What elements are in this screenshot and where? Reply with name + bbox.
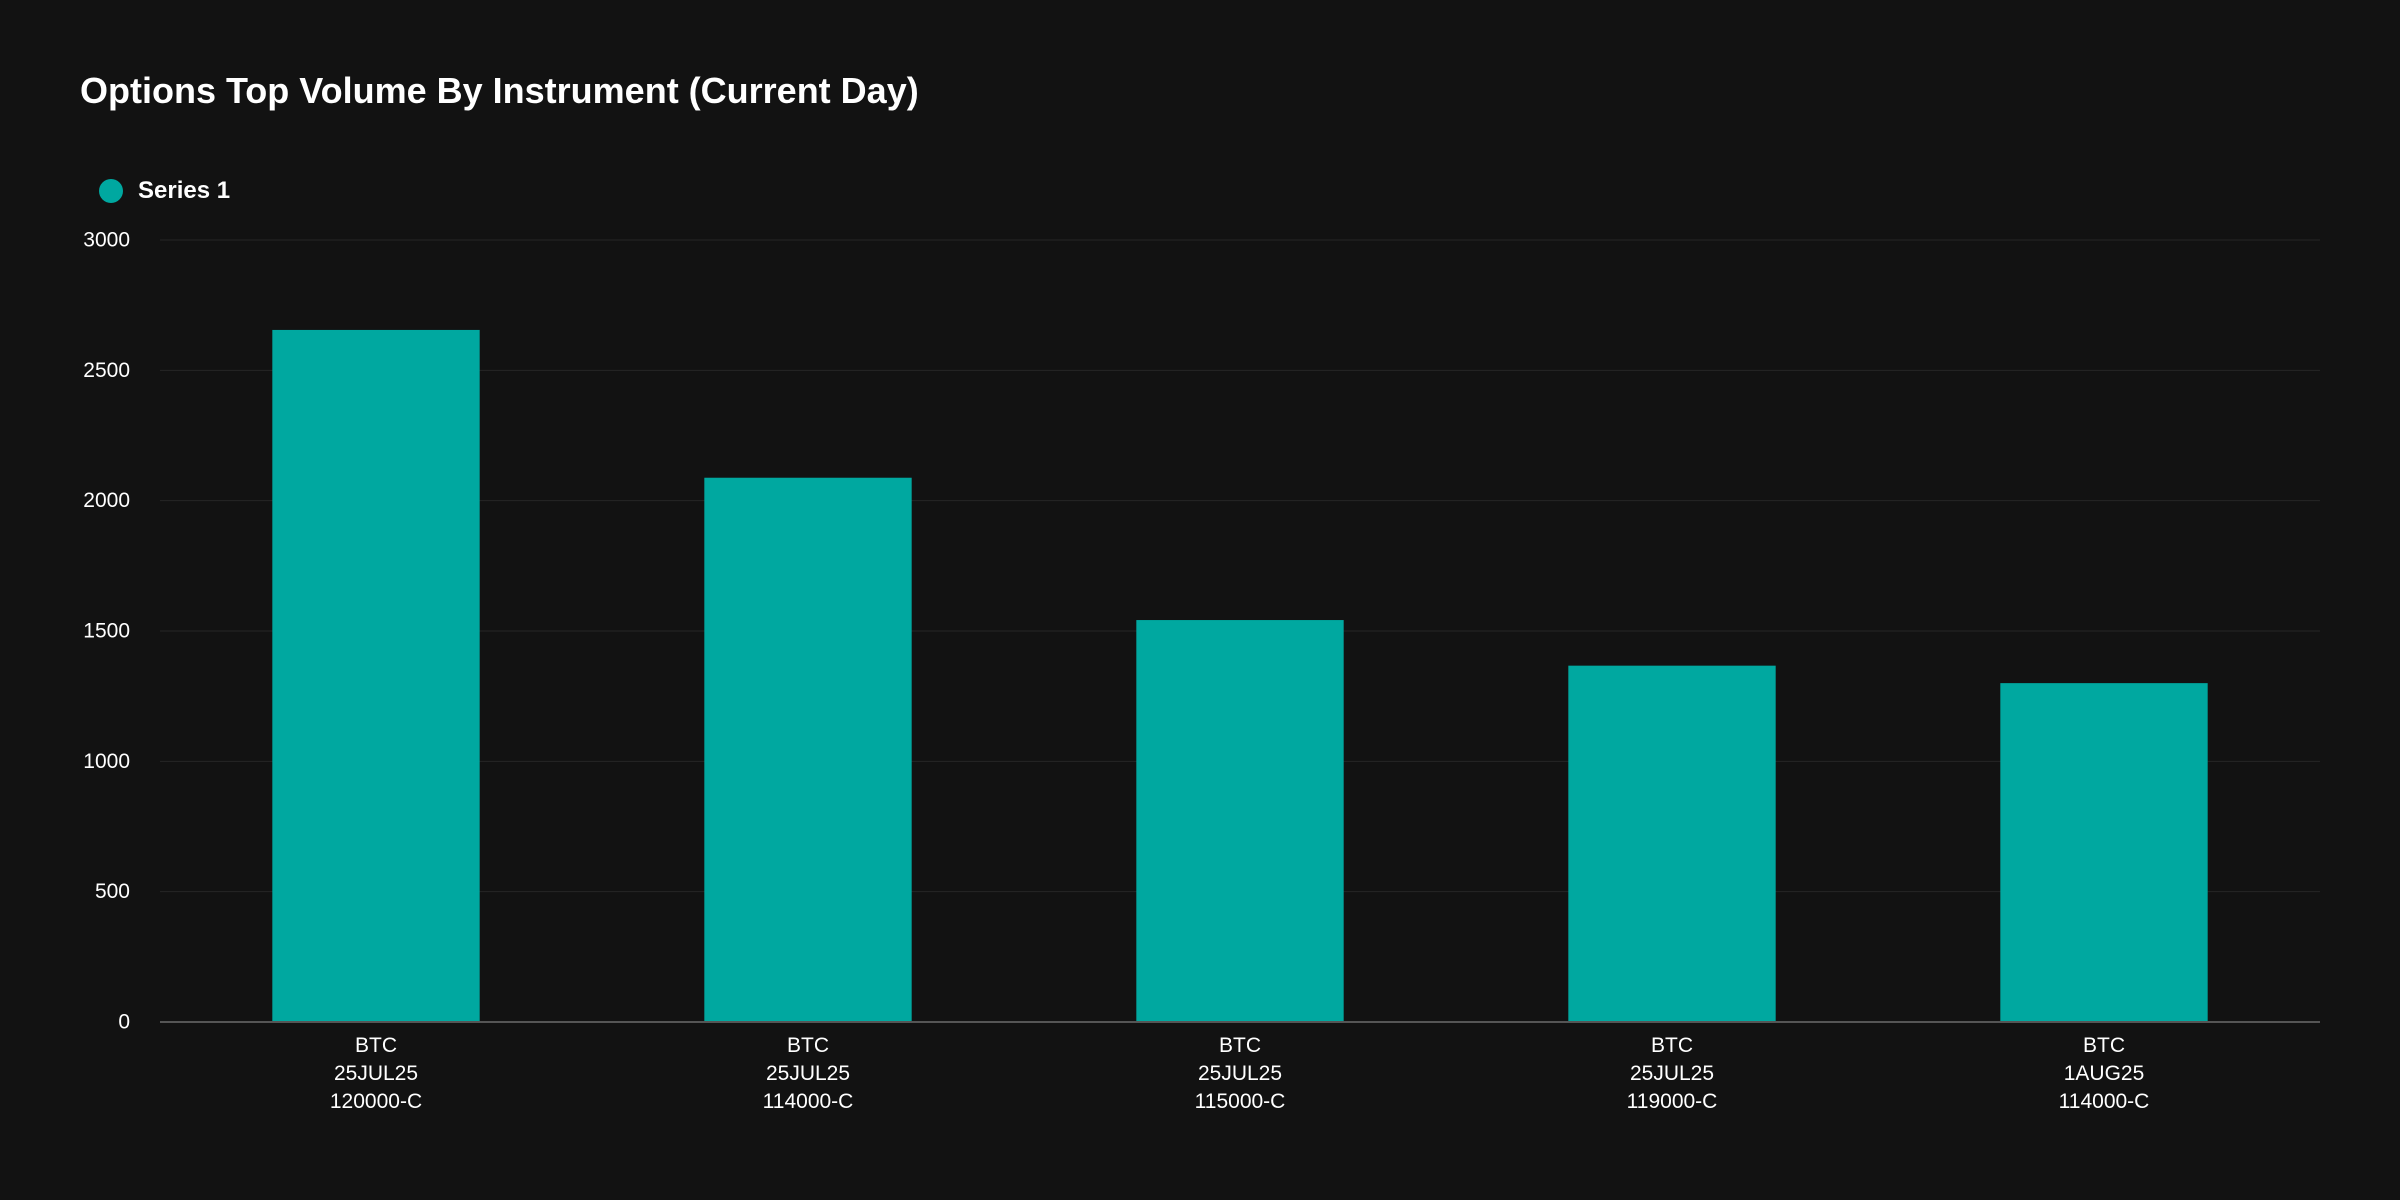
x-tick-label-line: BTC bbox=[2083, 1034, 2125, 1057]
x-tick-label-line: 114000-C bbox=[2059, 1090, 2150, 1113]
x-tick-label-line: 25JUL25 bbox=[766, 1062, 850, 1085]
x-tick-label-line: 120000-C bbox=[330, 1090, 422, 1113]
y-tick-label: 3000 bbox=[83, 229, 130, 252]
x-tick-label-line: 115000-C bbox=[1195, 1090, 1286, 1113]
x-tick-label-line: 119000-C bbox=[1627, 1090, 1718, 1113]
legend: Series 1 bbox=[99, 176, 230, 206]
y-axis: 0 500 1000 1500 2000 2500 3000 bbox=[83, 229, 130, 1034]
x-tick-label: BTC 25JUL25 119000-C bbox=[1627, 1034, 1718, 1113]
x-tick-label-line: BTC bbox=[355, 1034, 397, 1057]
x-tick-label-line: BTC bbox=[1651, 1034, 1693, 1057]
bars bbox=[272, 329, 2208, 1022]
y-tick-label: 1000 bbox=[83, 750, 130, 773]
y-tick-label: 2500 bbox=[83, 359, 130, 382]
gridlines bbox=[160, 239, 2320, 893]
chart-title: Options Top Volume By Instrument (Curren… bbox=[80, 70, 919, 111]
y-tick-label: 2000 bbox=[83, 489, 130, 512]
bar bbox=[1136, 620, 1344, 1022]
x-tick-label-line: 25JUL25 bbox=[1198, 1062, 1282, 1085]
bar bbox=[2000, 683, 2208, 1022]
x-tick-label-line: BTC bbox=[1219, 1034, 1261, 1057]
legend-swatch bbox=[99, 179, 123, 203]
y-tick-label: 0 bbox=[118, 1011, 130, 1034]
x-tick-label-line: 1AUG25 bbox=[2064, 1062, 2145, 1085]
x-tick-label: BTC 25JUL25 120000-C bbox=[330, 1034, 422, 1113]
y-tick-label: 1500 bbox=[83, 620, 130, 643]
bar bbox=[272, 329, 480, 1022]
bar bbox=[704, 477, 912, 1022]
x-tick-label: BTC 1AUG25 114000-C bbox=[2059, 1034, 2150, 1113]
x-axis: BTC 25JUL25 120000-C BTC 25JUL25 114000-C BTC 2… bbox=[160, 1021, 2320, 1113]
x-tick-label-line: 25JUL25 bbox=[334, 1062, 418, 1085]
x-tick-label: BTC 25JUL25 115000-C bbox=[1195, 1034, 1286, 1113]
x-tick-label-line: 25JUL25 bbox=[1630, 1062, 1714, 1085]
x-tick-label-line: 114000-C bbox=[763, 1090, 854, 1113]
y-tick-label: 500 bbox=[95, 880, 130, 903]
bar bbox=[1568, 665, 1776, 1022]
legend-label: Series 1 bbox=[138, 177, 231, 204]
x-tick-label: BTC 25JUL25 114000-C bbox=[763, 1034, 854, 1113]
x-tick-label-line: BTC bbox=[787, 1034, 829, 1057]
